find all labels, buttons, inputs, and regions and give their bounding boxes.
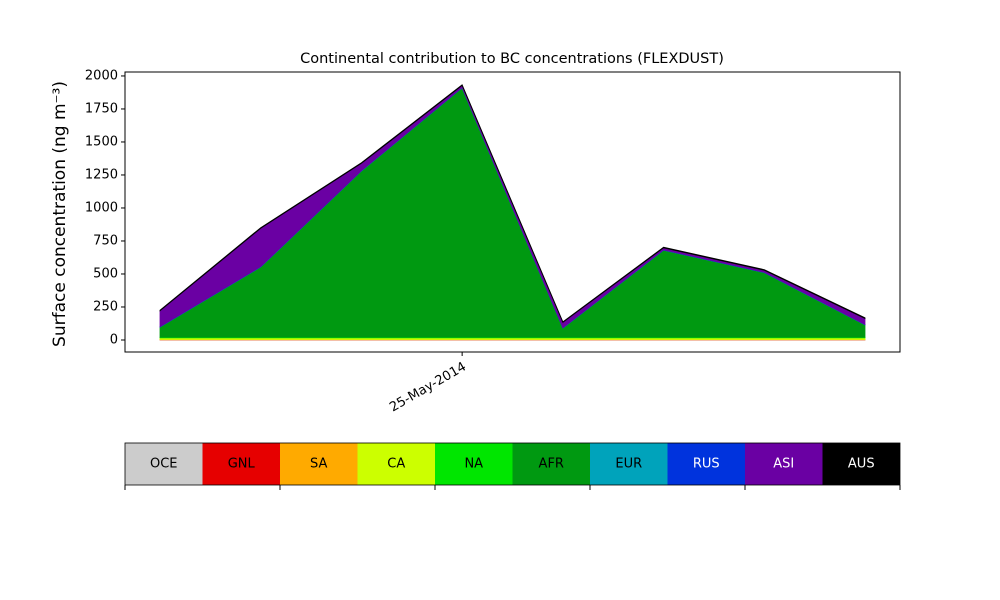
legend-swatch [590, 443, 668, 485]
y-tick-label: 1000 [85, 200, 118, 215]
legend-swatch [745, 443, 823, 485]
legend-swatch [667, 443, 745, 485]
legend-swatch [822, 443, 900, 485]
y-tick-label: 2000 [85, 68, 118, 83]
y-tick-label: 1750 [85, 101, 118, 116]
legend-swatch [202, 443, 280, 485]
legend-swatch [435, 443, 513, 485]
legend-label: ASI [773, 457, 794, 472]
x-tick-label: 25-May-2014 [387, 360, 469, 416]
legend-frame [124, 442, 901, 486]
y-tick-label: 250 [93, 299, 118, 314]
legend: OCE GNL SA CA NA AFR EUR RUS ASI AUS [124, 442, 901, 490]
legend-label: CA [387, 457, 405, 472]
legend-label: RUS [693, 457, 720, 472]
area [159, 87, 866, 338]
y-tick-label: 1250 [85, 167, 118, 182]
area [159, 84, 866, 324]
y-tick-label: 1500 [85, 134, 118, 149]
legend-label: OCE [150, 457, 178, 472]
legend-swatch [280, 443, 358, 485]
axes-frame [124, 71, 901, 353]
y-axis-label: Surface concentration (ng m⁻³) [50, 81, 70, 347]
plot-area [159, 84, 866, 341]
y-tick-label: 500 [93, 266, 118, 281]
y-tick-label: 750 [93, 233, 118, 248]
legend-label: EUR [615, 457, 642, 472]
legend-swatch [357, 443, 435, 485]
legend-label: GNL [228, 457, 256, 472]
legend-label: AFR [539, 457, 564, 472]
chart-title: Continental contribution to BC concentra… [300, 51, 724, 67]
legend-label: NA [464, 457, 483, 472]
legend-label: AUS [848, 457, 875, 472]
y-tick-label: 0 [110, 332, 118, 347]
legend-swatch [512, 443, 590, 485]
legend-swatch [125, 443, 203, 485]
legend-label: SA [310, 457, 327, 472]
